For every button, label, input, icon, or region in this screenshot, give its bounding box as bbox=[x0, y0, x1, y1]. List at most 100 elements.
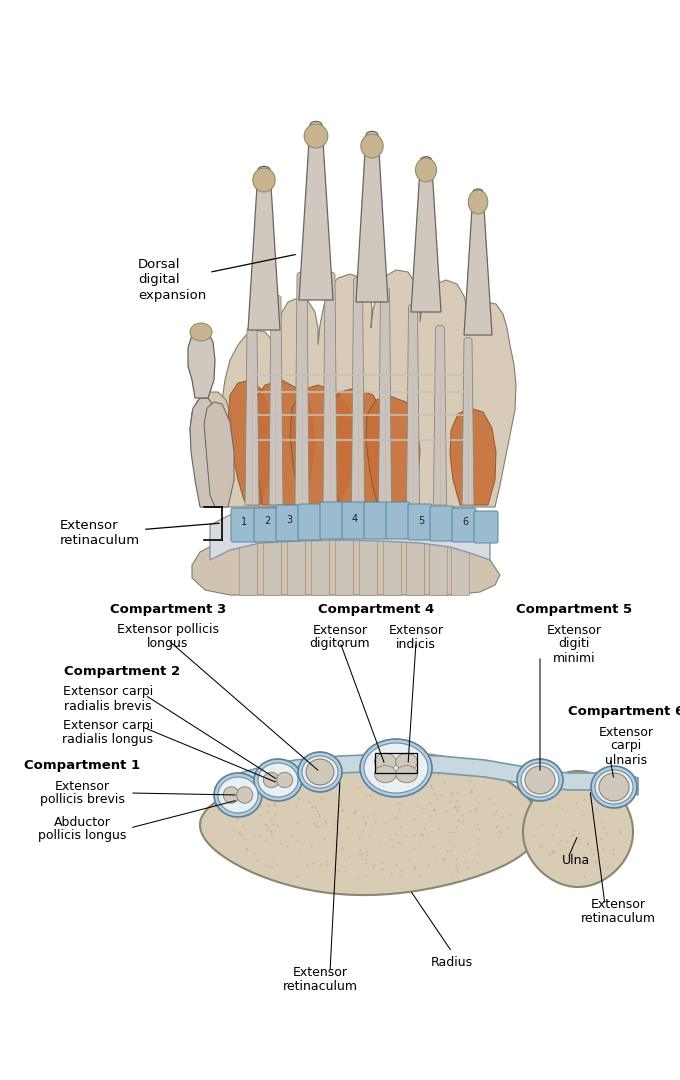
Text: Extensor carpi: Extensor carpi bbox=[63, 718, 153, 731]
Ellipse shape bbox=[469, 190, 488, 214]
Text: Radius: Radius bbox=[431, 956, 473, 969]
Text: 6: 6 bbox=[462, 517, 468, 527]
Ellipse shape bbox=[396, 753, 418, 770]
Text: Extensor: Extensor bbox=[388, 623, 443, 636]
Polygon shape bbox=[407, 305, 420, 505]
Bar bbox=[239, 540, 257, 595]
Polygon shape bbox=[379, 287, 392, 505]
Text: Extensor: Extensor bbox=[54, 780, 109, 793]
Polygon shape bbox=[248, 166, 280, 330]
Bar bbox=[451, 540, 469, 595]
Ellipse shape bbox=[521, 762, 559, 797]
Polygon shape bbox=[366, 396, 420, 505]
Text: retinaculum: retinaculum bbox=[581, 913, 656, 926]
Polygon shape bbox=[192, 540, 500, 595]
FancyBboxPatch shape bbox=[298, 504, 322, 540]
Text: carpi: carpi bbox=[611, 740, 642, 753]
Text: Dorsal
digital
expansion: Dorsal digital expansion bbox=[138, 255, 295, 301]
Ellipse shape bbox=[304, 124, 328, 148]
Ellipse shape bbox=[306, 759, 334, 785]
FancyBboxPatch shape bbox=[254, 508, 278, 542]
Text: radialis brevis: radialis brevis bbox=[64, 700, 152, 713]
Ellipse shape bbox=[298, 752, 342, 792]
Text: 4: 4 bbox=[352, 514, 358, 524]
Polygon shape bbox=[190, 392, 232, 507]
Text: minimi: minimi bbox=[553, 651, 595, 664]
Text: Extensor: Extensor bbox=[292, 966, 347, 978]
Ellipse shape bbox=[525, 766, 555, 794]
Text: Extensor: Extensor bbox=[313, 623, 367, 636]
Ellipse shape bbox=[263, 772, 279, 787]
Ellipse shape bbox=[375, 753, 396, 770]
Ellipse shape bbox=[599, 773, 629, 801]
Polygon shape bbox=[434, 325, 447, 505]
FancyBboxPatch shape bbox=[430, 507, 454, 541]
Polygon shape bbox=[210, 505, 490, 561]
Polygon shape bbox=[352, 278, 364, 505]
Text: 3: 3 bbox=[286, 515, 292, 525]
Text: Compartment 6: Compartment 6 bbox=[568, 705, 680, 718]
Polygon shape bbox=[253, 380, 315, 505]
Bar bbox=[406, 540, 424, 595]
Text: Extensor: Extensor bbox=[547, 623, 602, 636]
Text: longus: longus bbox=[148, 636, 188, 649]
Ellipse shape bbox=[415, 158, 437, 183]
Polygon shape bbox=[450, 408, 496, 505]
Text: Extensor carpi: Extensor carpi bbox=[63, 686, 153, 699]
Text: Compartment 2: Compartment 2 bbox=[64, 665, 180, 678]
Text: 1: 1 bbox=[241, 517, 247, 527]
Text: Extensor pollicis: Extensor pollicis bbox=[117, 622, 219, 635]
Polygon shape bbox=[523, 771, 633, 887]
Polygon shape bbox=[269, 295, 283, 505]
Ellipse shape bbox=[517, 759, 563, 801]
Bar bbox=[383, 540, 401, 595]
Text: 5: 5 bbox=[418, 516, 424, 526]
Text: retinaculum: retinaculum bbox=[282, 980, 358, 993]
Ellipse shape bbox=[595, 770, 633, 804]
FancyBboxPatch shape bbox=[452, 508, 476, 542]
Polygon shape bbox=[200, 753, 540, 895]
Ellipse shape bbox=[218, 777, 258, 813]
FancyBboxPatch shape bbox=[276, 505, 300, 541]
Polygon shape bbox=[290, 384, 354, 505]
Ellipse shape bbox=[360, 739, 432, 797]
Polygon shape bbox=[464, 189, 492, 335]
Polygon shape bbox=[295, 272, 309, 505]
Ellipse shape bbox=[361, 134, 384, 158]
Ellipse shape bbox=[214, 773, 262, 816]
Ellipse shape bbox=[277, 772, 292, 787]
Text: Compartment 3: Compartment 3 bbox=[110, 604, 226, 617]
Text: indicis: indicis bbox=[396, 637, 436, 650]
Text: Extensor
retinaculum: Extensor retinaculum bbox=[60, 519, 219, 546]
Ellipse shape bbox=[237, 786, 253, 804]
Ellipse shape bbox=[254, 759, 302, 801]
Text: Compartment 5: Compartment 5 bbox=[516, 604, 632, 617]
Polygon shape bbox=[215, 754, 638, 805]
Bar bbox=[311, 540, 329, 595]
Ellipse shape bbox=[258, 762, 298, 797]
Text: digiti: digiti bbox=[558, 637, 590, 650]
FancyBboxPatch shape bbox=[364, 502, 388, 539]
FancyBboxPatch shape bbox=[320, 502, 344, 539]
Ellipse shape bbox=[375, 766, 396, 783]
FancyBboxPatch shape bbox=[474, 511, 498, 543]
FancyBboxPatch shape bbox=[386, 502, 410, 539]
Bar bbox=[263, 540, 281, 595]
Polygon shape bbox=[328, 388, 388, 505]
Polygon shape bbox=[188, 330, 215, 399]
Polygon shape bbox=[204, 402, 234, 507]
Text: ulnaris: ulnaris bbox=[605, 754, 647, 767]
Ellipse shape bbox=[364, 743, 428, 793]
Polygon shape bbox=[190, 399, 222, 507]
FancyBboxPatch shape bbox=[408, 504, 432, 540]
Ellipse shape bbox=[396, 766, 418, 783]
Ellipse shape bbox=[591, 766, 637, 808]
Ellipse shape bbox=[190, 323, 212, 341]
Polygon shape bbox=[228, 380, 272, 505]
Polygon shape bbox=[245, 327, 259, 505]
Polygon shape bbox=[323, 272, 337, 505]
Text: radialis longus: radialis longus bbox=[63, 732, 154, 745]
Text: Abductor: Abductor bbox=[54, 815, 110, 828]
Text: Compartment 1: Compartment 1 bbox=[24, 758, 140, 771]
Bar bbox=[429, 540, 447, 595]
